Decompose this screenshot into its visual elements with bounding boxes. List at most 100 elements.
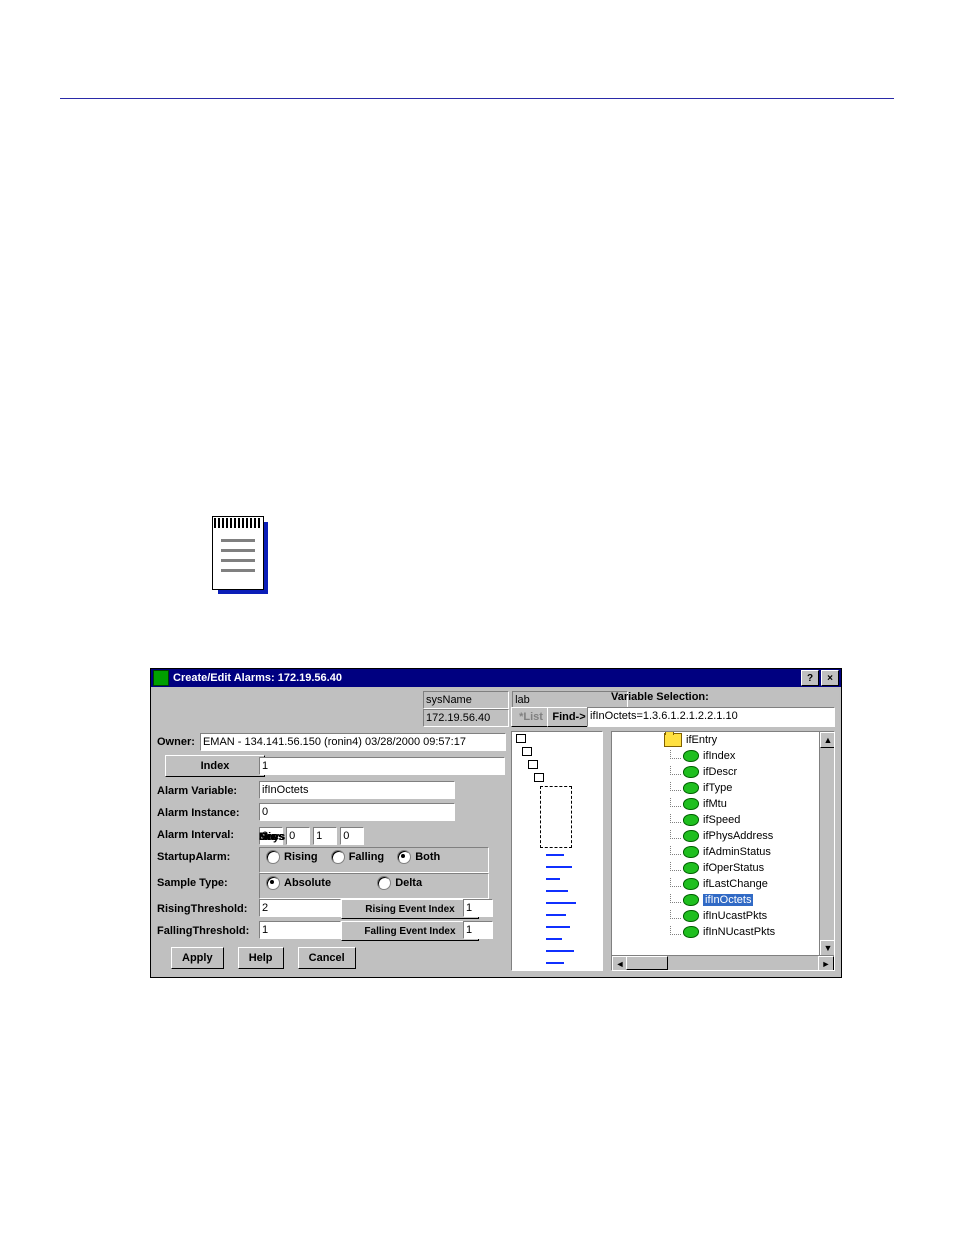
tree-connector [670, 846, 681, 855]
falling-event-input[interactable]: 1 [463, 921, 493, 939]
tree-leaf[interactable]: ifInNUcastPkts [612, 924, 820, 940]
window-title: Create/Edit Alarms: 172.19.56.40 [173, 672, 799, 684]
rising-radio-label: Rising [284, 851, 318, 863]
leaf-label: ifType [703, 782, 732, 794]
folder-label: ifEntry [686, 734, 717, 746]
leaf-label: ifMtu [703, 798, 727, 810]
help-button-footer[interactable]: Help [238, 947, 284, 969]
variable-selection-label: Variable Selection: [611, 691, 709, 703]
leaf-icon [683, 814, 699, 826]
tree-folder-ifentry[interactable]: ifEntry [612, 732, 820, 748]
leaf-icon [683, 910, 699, 922]
tree-connector [670, 766, 681, 775]
leaf-label: ifPhysAddress [703, 830, 773, 842]
tree-connector [670, 894, 681, 903]
falling-threshold-label: FallingThreshold: [157, 925, 249, 937]
leaf-icon [683, 782, 699, 794]
leaf-icon [683, 846, 699, 858]
vertical-scrollbar[interactable]: ▲ ▼ [819, 732, 834, 956]
absolute-radio-label: Absolute [284, 877, 331, 889]
mins-input[interactable]: 1 [313, 827, 337, 845]
leaf-label: ifInNUcastPkts [703, 926, 775, 938]
leaf-label: ifInOctets [703, 894, 753, 906]
leaf-icon [683, 894, 699, 906]
leaf-icon [683, 862, 699, 874]
delta-radio-label: Delta [395, 877, 422, 889]
scroll-right-button[interactable]: ► [818, 956, 834, 971]
close-button[interactable]: × [821, 670, 839, 686]
tree-leaf[interactable]: ifInUcastPkts [612, 908, 820, 924]
app-icon [153, 670, 169, 686]
index-button[interactable]: Index [165, 755, 265, 777]
leaf-icon [683, 878, 699, 890]
alarm-variable-input[interactable]: ifInOctets [259, 781, 455, 799]
mib-overview-tree[interactable] [511, 731, 603, 971]
tree-leaf[interactable]: ifIndex [612, 748, 820, 764]
hrs-input[interactable]: 0 [286, 827, 310, 845]
rising-radio[interactable] [266, 850, 280, 864]
rising-event-button[interactable]: Rising Event Index [341, 899, 479, 919]
falling-event-button[interactable]: Falling Event Index [341, 921, 479, 941]
leaf-label: ifAdminStatus [703, 846, 771, 858]
index-input[interactable]: 1 [259, 757, 505, 775]
secs-label: Secs [259, 831, 285, 843]
falling-radio-label: Falling [349, 851, 384, 863]
tree-leaf[interactable]: ifOperStatus [612, 860, 820, 876]
leaf-label: ifInUcastPkts [703, 910, 767, 922]
delta-radio[interactable] [377, 876, 391, 890]
leaf-icon [683, 750, 699, 762]
leaf-icon [683, 926, 699, 938]
tree-leaf[interactable]: ifSpeed [612, 812, 820, 828]
apply-button[interactable]: Apply [171, 947, 224, 969]
leaf-label: ifIndex [703, 750, 735, 762]
find-button[interactable]: Find-> [547, 707, 591, 727]
tree-leaf[interactable]: ifAdminStatus [612, 844, 820, 860]
falling-threshold-input[interactable]: 1 [259, 921, 341, 939]
alarm-instance-label: Alarm Instance: [157, 807, 240, 819]
falling-radio[interactable] [331, 850, 345, 864]
leaf-icon [683, 798, 699, 810]
absolute-radio[interactable] [266, 876, 280, 890]
tree-connector [670, 782, 681, 791]
cancel-button[interactable]: Cancel [298, 947, 356, 969]
tree-connector [670, 798, 681, 807]
tree-connector [670, 878, 681, 887]
alarm-instance-input[interactable]: 0 [259, 803, 455, 821]
startup-alarm-label: StartupAlarm: [157, 851, 230, 863]
tree-connector [670, 926, 681, 935]
titlebar[interactable]: Create/Edit Alarms: 172.19.56.40 ? × [151, 669, 841, 687]
rising-threshold-input[interactable]: 2 [259, 899, 341, 917]
tree-leaf[interactable]: ifMtu [612, 796, 820, 812]
tree-leaf[interactable]: ifLastChange [612, 876, 820, 892]
tree-connector [670, 814, 681, 823]
leaf-label: ifLastChange [703, 878, 768, 890]
header-rule [60, 98, 894, 99]
alarm-variable-label: Alarm Variable: [157, 785, 237, 797]
notepad-icon [212, 516, 268, 594]
both-radio-label: Both [415, 851, 440, 863]
variable-tree[interactable]: ifEntry ifIndex ifDescr ifType ifMtu ifSpeed i… [611, 731, 835, 971]
owner-label: Owner: [157, 736, 195, 748]
tree-leaf[interactable]: ifInOctets [612, 892, 820, 908]
scroll-thumb[interactable] [626, 956, 668, 970]
leaf-label: ifOperStatus [703, 862, 764, 874]
tree-leaf[interactable]: ifDescr [612, 764, 820, 780]
horizontal-scrollbar[interactable]: ◄ ► [612, 955, 834, 970]
oid-input[interactable]: ifInOctets=1.3.6.1.2.1.2.2.1.10 [587, 707, 835, 727]
secs-input[interactable]: 0 [340, 827, 364, 845]
tree-connector [670, 750, 681, 759]
folder-icon [664, 733, 682, 747]
scroll-up-button[interactable]: ▲ [820, 732, 835, 748]
list-button[interactable]: *List [511, 707, 551, 727]
tree-leaf[interactable]: ifPhysAddress [612, 828, 820, 844]
leaf-label: ifSpeed [703, 814, 740, 826]
tree-connector [670, 862, 681, 871]
owner-input[interactable]: EMAN - 134.141.56.150 (ronin4) 03/28/200… [200, 733, 506, 751]
rising-threshold-label: RisingThreshold: [157, 903, 247, 915]
tree-leaf[interactable]: ifType [612, 780, 820, 796]
both-radio[interactable] [397, 850, 411, 864]
rising-event-input[interactable]: 1 [463, 899, 493, 917]
sample-type-label: Sample Type: [157, 877, 228, 889]
help-button[interactable]: ? [801, 670, 819, 686]
scroll-down-button[interactable]: ▼ [820, 940, 835, 956]
